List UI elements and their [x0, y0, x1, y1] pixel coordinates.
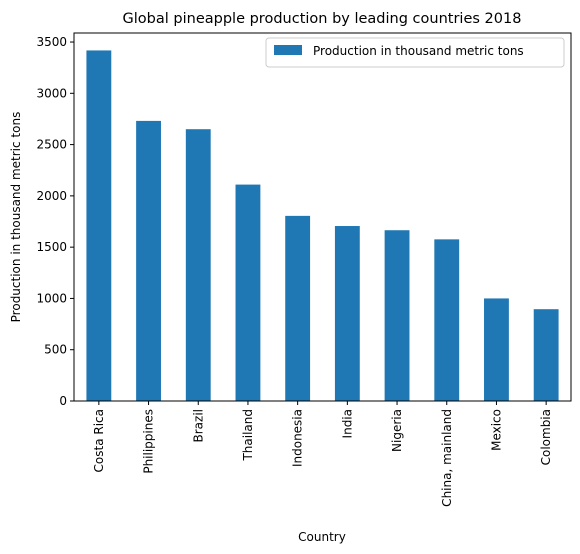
- x-tick-label: China, mainland: [440, 409, 454, 507]
- plot-frame: [73, 32, 572, 402]
- legend-frame: [265, 37, 565, 68]
- legend: Production in thousand metric tons: [265, 37, 565, 68]
- x-tick-label: Nigeria: [390, 409, 404, 452]
- x-axis-label: Country: [298, 530, 346, 544]
- x-tick-label: India: [340, 409, 354, 438]
- y-tick-label: 2500: [36, 138, 67, 152]
- y-tick-label: 2000: [36, 189, 67, 203]
- x-tick-label: Mexico: [489, 409, 503, 451]
- bar: [185, 129, 211, 401]
- x-tick-label: Philippines: [142, 409, 156, 474]
- y-tick-label: 0: [59, 394, 67, 408]
- bar: [334, 226, 360, 401]
- legend-label: Production in thousand metric tons: [313, 44, 524, 58]
- bar: [136, 120, 161, 402]
- y-axis-label: Production in thousand metric tons: [9, 112, 23, 323]
- bar: [235, 184, 261, 401]
- y-tick-label: 3500: [36, 35, 67, 49]
- bar: [86, 50, 112, 401]
- bars-group: [86, 50, 559, 402]
- y-tick-label: 500: [44, 343, 67, 357]
- y-tick-label: 1500: [36, 240, 67, 254]
- bar: [484, 298, 509, 401]
- x-tick-label: Brazil: [191, 409, 205, 443]
- y-tick-label: 3000: [36, 86, 67, 100]
- x-axis: Costa Rica Philippines Brazil Thailand Indon…: [92, 401, 553, 507]
- x-tick-label: Indonesia: [291, 409, 305, 467]
- chart-title: Global pineapple production by leading c…: [123, 11, 522, 27]
- bar: [434, 239, 460, 401]
- x-tick-label: Costa Rica: [92, 409, 106, 472]
- bar: [285, 215, 311, 401]
- bar: [384, 230, 410, 401]
- x-tick-label: Thailand: [241, 409, 255, 462]
- x-tick-label: Colombia: [539, 409, 553, 465]
- legend-swatch: [274, 45, 302, 55]
- y-axis: 0 500 1000 1500 2000 2500 3000 3500: [36, 35, 74, 408]
- y-tick-label: 1000: [36, 291, 67, 305]
- bar: [533, 309, 559, 401]
